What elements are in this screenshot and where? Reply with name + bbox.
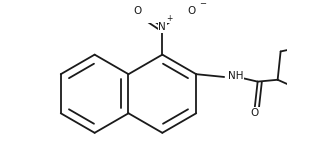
Text: O: O	[251, 108, 259, 118]
Text: NH: NH	[228, 71, 243, 81]
Text: N: N	[159, 22, 166, 32]
Text: −: −	[199, 0, 206, 8]
Text: O: O	[133, 6, 141, 16]
Text: +: +	[166, 14, 172, 23]
Text: O: O	[187, 6, 195, 16]
